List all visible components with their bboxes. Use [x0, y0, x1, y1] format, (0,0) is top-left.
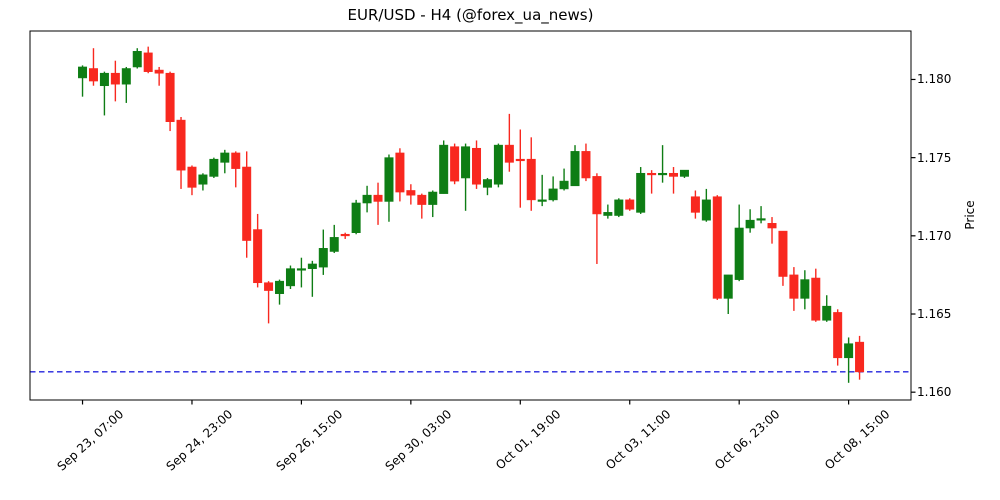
- candle: [625, 198, 635, 211]
- candle: [384, 154, 394, 222]
- candle: [756, 206, 766, 224]
- candle: [417, 193, 427, 219]
- candle: [647, 170, 657, 194]
- candle: [88, 48, 98, 86]
- candle: [242, 151, 252, 258]
- candle: [745, 209, 755, 233]
- candle: [526, 137, 536, 211]
- candle: [78, 65, 88, 97]
- y-axis-label: Price: [963, 200, 977, 230]
- candle: [603, 204, 613, 219]
- candle: [99, 71, 109, 116]
- candle: [176, 116, 186, 189]
- candle: [351, 199, 361, 235]
- candle: [800, 270, 810, 310]
- candle: [537, 174, 547, 207]
- candle: [275, 279, 285, 305]
- candle: [811, 268, 821, 322]
- candle: [822, 295, 832, 322]
- candle: [712, 195, 722, 300]
- candle: [614, 198, 624, 218]
- candle: [734, 204, 744, 282]
- candle: [690, 190, 700, 219]
- candle: [307, 260, 317, 297]
- candle: [461, 143, 471, 211]
- y-tick-label: 1.165: [917, 307, 952, 321]
- candle: [789, 267, 799, 311]
- candle: [592, 173, 602, 264]
- y-tick-label: 1.160: [917, 385, 952, 400]
- candle: [329, 224, 339, 254]
- candle: [154, 66, 164, 86]
- candle: [658, 145, 668, 183]
- y-tick-label: 1.170: [917, 228, 952, 243]
- candle: [679, 169, 689, 178]
- candle: [493, 143, 503, 188]
- candle: [844, 337, 854, 383]
- candle: [187, 165, 197, 196]
- candle: [581, 143, 591, 182]
- candle: [450, 143, 460, 185]
- candle: [198, 173, 208, 191]
- candle: [110, 60, 120, 102]
- candle: [504, 113, 514, 172]
- candle: [669, 167, 679, 194]
- candle: [701, 188, 711, 222]
- candle: [220, 149, 230, 174]
- candle: [285, 265, 295, 289]
- candle: [143, 46, 153, 74]
- candle: [636, 167, 646, 214]
- candle: [570, 145, 580, 187]
- candle: [373, 182, 383, 225]
- candle: [362, 185, 372, 213]
- plot-border: [29, 30, 912, 401]
- candle: [165, 71, 175, 132]
- y-tick-label: 1.175: [917, 150, 952, 165]
- candle: [472, 140, 482, 189]
- candle: [209, 157, 219, 178]
- candle: [340, 232, 350, 239]
- candle: [559, 168, 569, 191]
- candle: [231, 151, 241, 188]
- candle: [767, 217, 777, 244]
- candle: [855, 335, 865, 380]
- candle: [548, 176, 558, 202]
- candle: [482, 177, 492, 196]
- candle: [121, 66, 131, 103]
- candle: [132, 48, 142, 69]
- candle: [264, 281, 274, 324]
- candle: [318, 229, 328, 275]
- y-tick-label: 1.180: [917, 72, 952, 87]
- chart-title: EUR/USD - H4 (@forex_ua_news): [347, 6, 594, 24]
- candle: [395, 148, 405, 202]
- candle: [439, 140, 449, 194]
- candle: [296, 257, 306, 288]
- candle: [253, 213, 263, 288]
- candle: [723, 274, 733, 315]
- candle: [515, 129, 525, 208]
- candle: [428, 190, 438, 218]
- candle: [833, 309, 843, 366]
- candle: [406, 184, 416, 205]
- candle: [778, 230, 788, 286]
